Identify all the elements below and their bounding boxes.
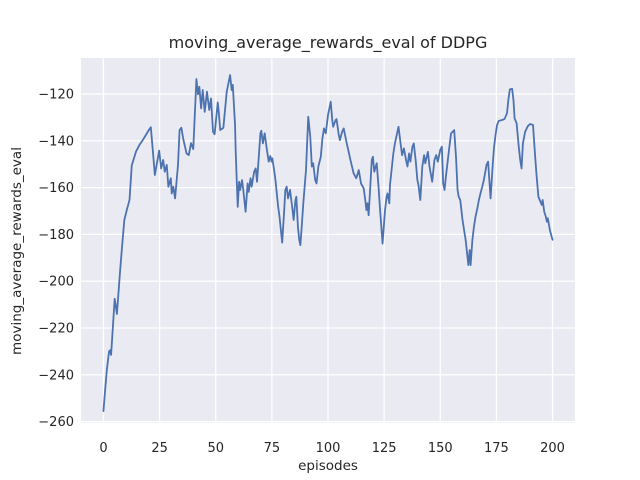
x-tick-label: 150 bbox=[428, 441, 453, 456]
reward-line bbox=[102, 74, 554, 412]
x-tick-label: 175 bbox=[484, 441, 509, 456]
x-tick-label: 25 bbox=[151, 441, 168, 456]
y-axis-label: moving_average_rewards_eval bbox=[9, 147, 25, 355]
x-tick-label: 200 bbox=[540, 441, 565, 456]
x-tick-label: 100 bbox=[316, 441, 341, 456]
y-tick-label: −160 bbox=[38, 181, 74, 196]
x-tick-label: 75 bbox=[264, 441, 281, 456]
line-series bbox=[102, 74, 554, 412]
chart-title: moving_average_rewards_eval of DDPG bbox=[169, 33, 488, 53]
x-axis-label: episodes bbox=[298, 458, 358, 474]
y-tick-label: −240 bbox=[38, 368, 74, 383]
y-tick-label: −220 bbox=[38, 322, 74, 337]
x-tick-label: 125 bbox=[372, 441, 397, 456]
y-tick-label: −260 bbox=[38, 415, 74, 430]
y-tick-label: −120 bbox=[38, 88, 74, 103]
y-tick-label: −200 bbox=[38, 275, 74, 290]
y-tick-labels: −120 −140 −160 −180 −200 −220 −240 −260 bbox=[38, 88, 74, 431]
x-tick-label: 0 bbox=[99, 441, 107, 456]
x-tick-labels: 0 25 50 75 100 125 150 175 200 bbox=[99, 441, 565, 456]
x-tick-label: 50 bbox=[207, 441, 224, 456]
y-tick-label: −180 bbox=[38, 228, 74, 243]
y-tick-label: −140 bbox=[38, 134, 74, 149]
